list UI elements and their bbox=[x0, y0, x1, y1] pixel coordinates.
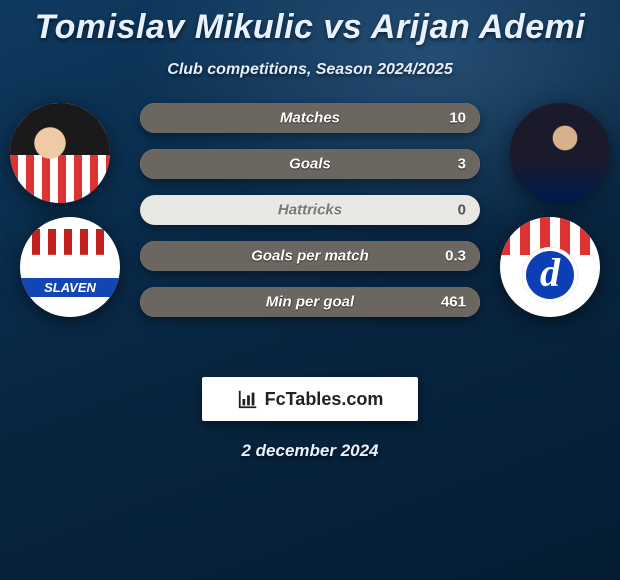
brand-box[interactable]: FcTables.com bbox=[202, 377, 418, 421]
date-label: 2 december 2024 bbox=[0, 441, 620, 461]
stat-label: Min per goal bbox=[266, 294, 354, 311]
stat-bar-min-per-goal: Min per goal 461 bbox=[140, 287, 480, 317]
stat-value-right: 3 bbox=[458, 156, 466, 173]
card: Tomislav Mikulic vs Arijan Ademi Club co… bbox=[0, 0, 620, 461]
stat-label: Hattricks bbox=[278, 202, 342, 219]
stat-label: Goals per match bbox=[251, 248, 369, 265]
chart-icon bbox=[237, 388, 259, 410]
player-right-photo bbox=[510, 103, 610, 203]
stat-bars: Matches 10 Goals 3 Hattricks 0 Goals per… bbox=[140, 103, 480, 333]
stat-label: Goals bbox=[289, 156, 331, 173]
stat-bar-goals: Goals 3 bbox=[140, 149, 480, 179]
comparison-stage: Matches 10 Goals 3 Hattricks 0 Goals per… bbox=[0, 107, 620, 357]
player-left-club-badge bbox=[20, 217, 120, 317]
page-title: Tomislav Mikulic vs Arijan Ademi bbox=[0, 0, 620, 47]
subtitle: Club competitions, Season 2024/2025 bbox=[0, 61, 620, 79]
stat-bar-goals-per-match: Goals per match 0.3 bbox=[140, 241, 480, 271]
stat-bar-matches: Matches 10 bbox=[140, 103, 480, 133]
player-right-club-badge bbox=[500, 217, 600, 317]
stat-value-right: 0 bbox=[458, 202, 466, 219]
stat-value-right: 461 bbox=[441, 294, 466, 311]
stat-value-right: 10 bbox=[449, 110, 466, 127]
stat-label: Matches bbox=[280, 110, 340, 127]
stat-bar-hattricks: Hattricks 0 bbox=[140, 195, 480, 225]
brand-name: FcTables.com bbox=[265, 389, 384, 410]
stat-value-right: 0.3 bbox=[445, 248, 466, 265]
player-left-photo bbox=[10, 103, 110, 203]
